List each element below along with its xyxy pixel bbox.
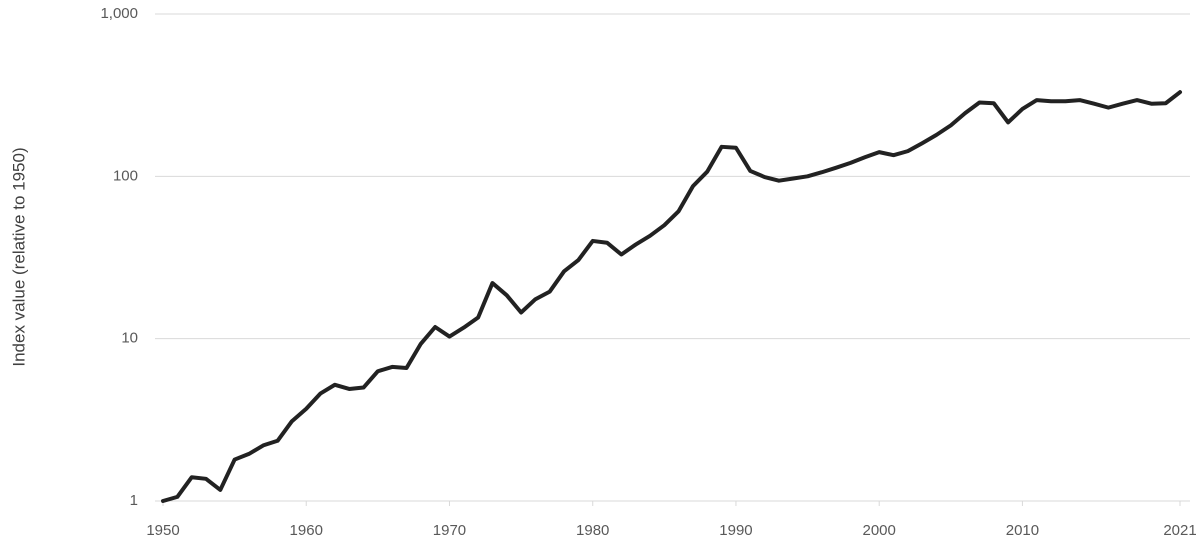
x-tick-label: 2010 — [1006, 522, 1039, 539]
x-tick-label: 1950 — [146, 522, 179, 539]
y-axis-title: Index value (relative to 1950) — [9, 147, 28, 366]
y-tick-label: 1 — [130, 492, 138, 509]
y-tick-label: 1,000 — [100, 5, 138, 22]
data-line — [161, 90, 1182, 503]
y-tick-label: 100 — [113, 167, 138, 184]
y-tick-label: 10 — [121, 330, 138, 347]
x-tick-label: 2021 — [1163, 522, 1196, 539]
x-tick-label: 1970 — [433, 522, 466, 539]
x-tick-label: 1960 — [290, 522, 323, 539]
x-tick-label: 1980 — [576, 522, 609, 539]
x-tick-label: 2000 — [863, 522, 896, 539]
x-tick-label: 1990 — [719, 522, 752, 539]
